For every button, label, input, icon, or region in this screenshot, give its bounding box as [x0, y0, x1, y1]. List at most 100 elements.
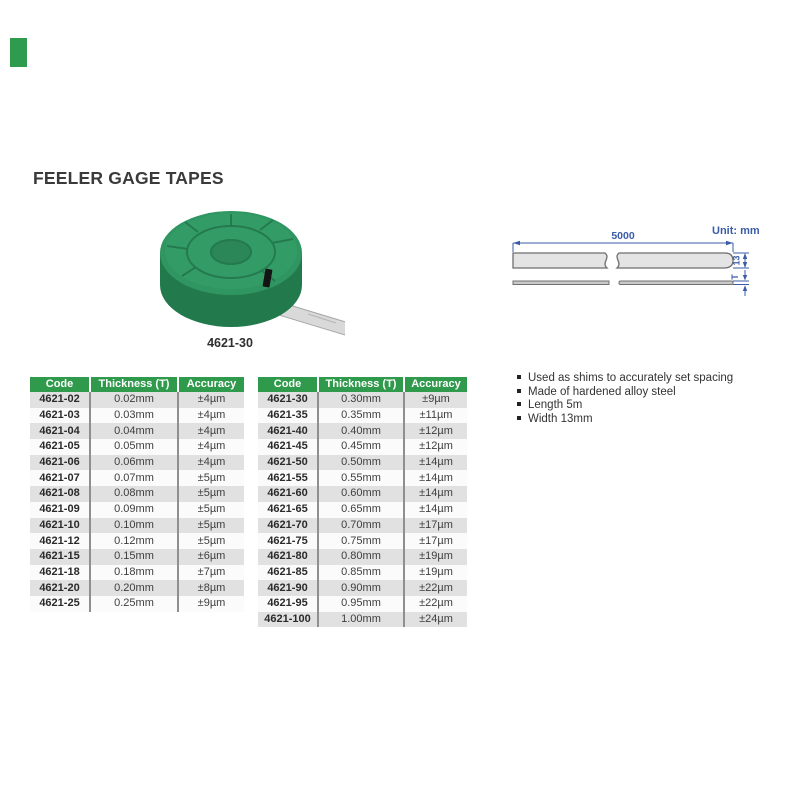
- accuracy-cell: ±14µm: [403, 486, 467, 502]
- thickness-cell: 0.45mm: [317, 439, 404, 455]
- code-cell: 4621-18: [30, 564, 90, 581]
- code-cell: 4621-15: [30, 548, 90, 565]
- accuracy-cell: ±5µm: [177, 470, 244, 487]
- code-cell: 4621-03: [30, 407, 90, 424]
- table-row: 4621-06 0.06mm ±4µm: [30, 454, 244, 471]
- page-title: FEELER GAGE TAPES: [33, 168, 224, 188]
- table-row: 4621-60 0.60mm ±14µm: [258, 486, 467, 502]
- code-cell: 4621-02: [30, 392, 90, 408]
- accuracy-cell: ±14µm: [403, 454, 467, 471]
- accuracy-cell: ±17µm: [403, 517, 467, 534]
- table-row: 4621-55 0.55mm ±14µm: [258, 470, 467, 487]
- accuracy-cell: ±5µm: [177, 501, 244, 518]
- table-row: 4621-03 0.03mm ±4µm: [30, 407, 244, 424]
- thickness-cell: 0.90mm: [317, 580, 404, 596]
- code-cell: 4621-09: [30, 501, 90, 518]
- accuracy-cell: ±12µm: [403, 423, 467, 440]
- accuracy-cell: ±6µm: [177, 548, 244, 565]
- table-row: 4621-04 0.04mm ±4µm: [30, 423, 244, 440]
- square-bullet-icon: [517, 415, 521, 420]
- code-cell: 4621-20: [30, 580, 90, 596]
- column-header-code: Code: [258, 377, 318, 392]
- code-cell: 4621-07: [30, 470, 90, 487]
- code-cell: 4621-100: [258, 611, 318, 628]
- accuracy-cell: ±11µm: [403, 407, 467, 424]
- code-cell: 4621-70: [258, 517, 318, 534]
- accuracy-cell: ±22µm: [403, 580, 467, 596]
- code-cell: 4621-95: [258, 595, 318, 612]
- table-row: 4621-90 0.90mm ±22µm: [258, 580, 467, 596]
- table-row: 4621-65 0.65mm ±14µm: [258, 501, 467, 518]
- thickness-cell: 0.60mm: [317, 486, 404, 502]
- feature-item: Made of hardened alloy steel: [517, 386, 789, 400]
- code-cell: 4621-04: [30, 423, 90, 440]
- accuracy-cell: ±14µm: [403, 501, 467, 518]
- tape-top-view: [512, 252, 734, 269]
- accuracy-cell: ±5µm: [177, 517, 244, 534]
- code-cell: 4621-60: [258, 486, 318, 502]
- feature-item: Length 5m: [517, 399, 789, 413]
- code-cell: 4621-90: [258, 580, 318, 596]
- code-cell: 4621-45: [258, 439, 318, 455]
- code-cell: 4621-80: [258, 548, 318, 565]
- thickness-cell: 0.20mm: [89, 580, 178, 596]
- column-header-code: Code: [30, 377, 90, 392]
- thickness-cell: 1.00mm: [317, 611, 404, 628]
- code-cell: 4621-10: [30, 517, 90, 534]
- code-cell: 4621-05: [30, 439, 90, 455]
- thickness-cell: 0.80mm: [317, 548, 404, 565]
- square-bullet-icon: [517, 402, 521, 407]
- table-row: 4621-50 0.50mm ±14µm: [258, 454, 467, 471]
- product-image: [160, 211, 345, 336]
- feature-item: Used as shims to accurately set spacing: [517, 372, 789, 386]
- page-corner-marker: [10, 38, 27, 67]
- table-row: 4621-75 0.75mm ±17µm: [258, 533, 467, 549]
- table-row: 4621-35 0.35mm ±11µm: [258, 407, 467, 424]
- thickness-cell: 0.65mm: [317, 501, 404, 518]
- thickness-cell: 0.95mm: [317, 595, 404, 612]
- table-row: 4621-100 1.00mm ±24µm: [258, 611, 467, 628]
- feature-item: Width 13mm: [517, 413, 789, 427]
- table-row: 4621-02 0.02mm ±4µm: [30, 392, 244, 408]
- table-row: 4621-08 0.08mm ±5µm: [30, 486, 244, 502]
- accuracy-cell: ±4µm: [177, 392, 244, 408]
- column-header-thickness: Thickness (T): [89, 377, 178, 392]
- thickness-cell: 0.55mm: [317, 470, 404, 487]
- column-header-accuracy: Accuracy: [403, 377, 467, 392]
- accuracy-cell: ±19µm: [403, 548, 467, 565]
- table-row: 4621-45 0.45mm ±12µm: [258, 439, 467, 455]
- thickness-cell: 0.10mm: [89, 517, 178, 534]
- accuracy-cell: ±9µm: [403, 392, 467, 408]
- thickness-cell: 0.03mm: [89, 407, 178, 424]
- table-row: 4621-30 0.30mm ±9µm: [258, 392, 467, 408]
- thickness-cell: 0.50mm: [317, 454, 404, 471]
- table-row: 4621-15 0.15mm ±6µm: [30, 548, 244, 565]
- table-row: 4621-07 0.07mm ±5µm: [30, 470, 244, 487]
- tape-side-view: [512, 280, 734, 285]
- table-row: 4621-70 0.70mm ±17µm: [258, 517, 467, 534]
- thickness-cell: 0.25mm: [89, 595, 178, 612]
- thickness-cell: 0.12mm: [89, 533, 178, 549]
- thickness-cell: 0.30mm: [317, 392, 404, 408]
- code-cell: 4621-08: [30, 486, 90, 502]
- accuracy-cell: ±22µm: [403, 595, 467, 612]
- table-row: 4621-20 0.20mm ±8µm: [30, 580, 244, 596]
- square-bullet-icon: [517, 388, 521, 393]
- accuracy-cell: ±4µm: [177, 454, 244, 471]
- thickness-cell: 0.15mm: [89, 548, 178, 565]
- table-row: 4621-09 0.09mm ±5µm: [30, 501, 244, 518]
- thickness-cell: 0.70mm: [317, 517, 404, 534]
- table-row: 4621-80 0.80mm ±19µm: [258, 548, 467, 565]
- thickness-cell: 0.09mm: [89, 501, 178, 518]
- accuracy-cell: ±12µm: [403, 439, 467, 455]
- thickness-cell: 0.35mm: [317, 407, 404, 424]
- accuracy-cell: ±4µm: [177, 423, 244, 440]
- table-row: 4621-12 0.12mm ±5µm: [30, 533, 244, 549]
- table-row: 4621-25 0.25mm ±9µm: [30, 595, 244, 612]
- spec-table-left: Code Thickness (T) Accuracy 4621-02 0.02…: [30, 377, 244, 612]
- code-cell: 4621-75: [258, 533, 318, 549]
- code-cell: 4621-35: [258, 407, 318, 424]
- spec-table-right: Code Thickness (T) Accuracy 4621-30 0.30…: [258, 377, 467, 628]
- code-cell: 4621-25: [30, 595, 90, 612]
- thickness-dimension: T: [730, 274, 740, 280]
